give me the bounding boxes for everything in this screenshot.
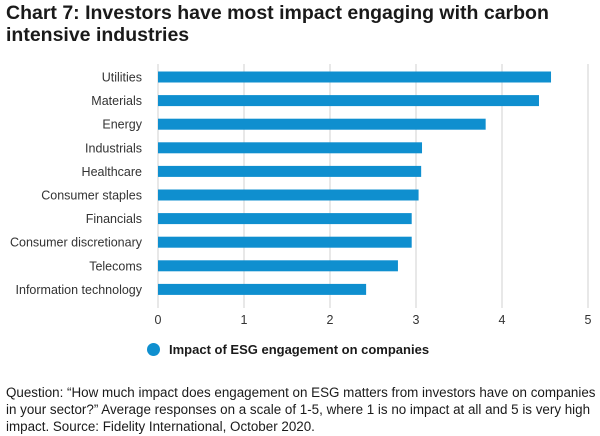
x-tick-label-4: 4 bbox=[499, 313, 506, 327]
bar-0 bbox=[158, 71, 552, 83]
legend: Impact of ESG engagement on companies bbox=[147, 342, 429, 357]
x-tick-label-3: 3 bbox=[413, 313, 420, 327]
legend-label: Impact of ESG engagement on companies bbox=[169, 342, 430, 357]
bar-8 bbox=[158, 260, 398, 272]
x-tick-label-5: 5 bbox=[585, 313, 592, 327]
category-label-2: Energy bbox=[102, 118, 142, 132]
bar-9 bbox=[158, 283, 367, 295]
bar-2 bbox=[158, 118, 486, 130]
bar-5 bbox=[158, 189, 419, 201]
bar-7 bbox=[158, 236, 412, 248]
chart-note: Question: “How much impact does engageme… bbox=[6, 385, 596, 434]
category-label-9: Information technology bbox=[16, 283, 143, 297]
x-axis-tick-labels: 0 1 2 3 4 5 bbox=[155, 313, 592, 327]
chart-title: Chart 7: Investors have most impact enga… bbox=[6, 2, 549, 46]
category-label-5: Consumer staples bbox=[41, 189, 142, 203]
bars bbox=[158, 71, 552, 295]
x-tick-label-1: 1 bbox=[241, 313, 248, 327]
category-label-4: Healthcare bbox=[82, 165, 142, 179]
bar-6 bbox=[158, 213, 412, 225]
category-label-7: Consumer discretionary bbox=[10, 236, 143, 250]
bar-4 bbox=[158, 165, 422, 177]
category-labels: Utilities Materials Energy Industrials Healt… bbox=[10, 71, 143, 297]
category-label-6: Financials bbox=[86, 212, 142, 226]
category-label-1: Materials bbox=[91, 94, 142, 108]
legend-marker-icon bbox=[147, 343, 160, 356]
category-label-8: Telecoms bbox=[89, 259, 142, 273]
x-tick-label-2: 2 bbox=[327, 313, 334, 327]
bar-3 bbox=[158, 142, 423, 154]
bar-1 bbox=[158, 95, 539, 107]
category-label-3: Industrials bbox=[85, 141, 142, 155]
x-tick-label-0: 0 bbox=[155, 313, 162, 327]
category-label-0: Utilities bbox=[102, 71, 142, 85]
bar-chart: Utilities Materials Energy Industrials Healt… bbox=[10, 64, 592, 327]
